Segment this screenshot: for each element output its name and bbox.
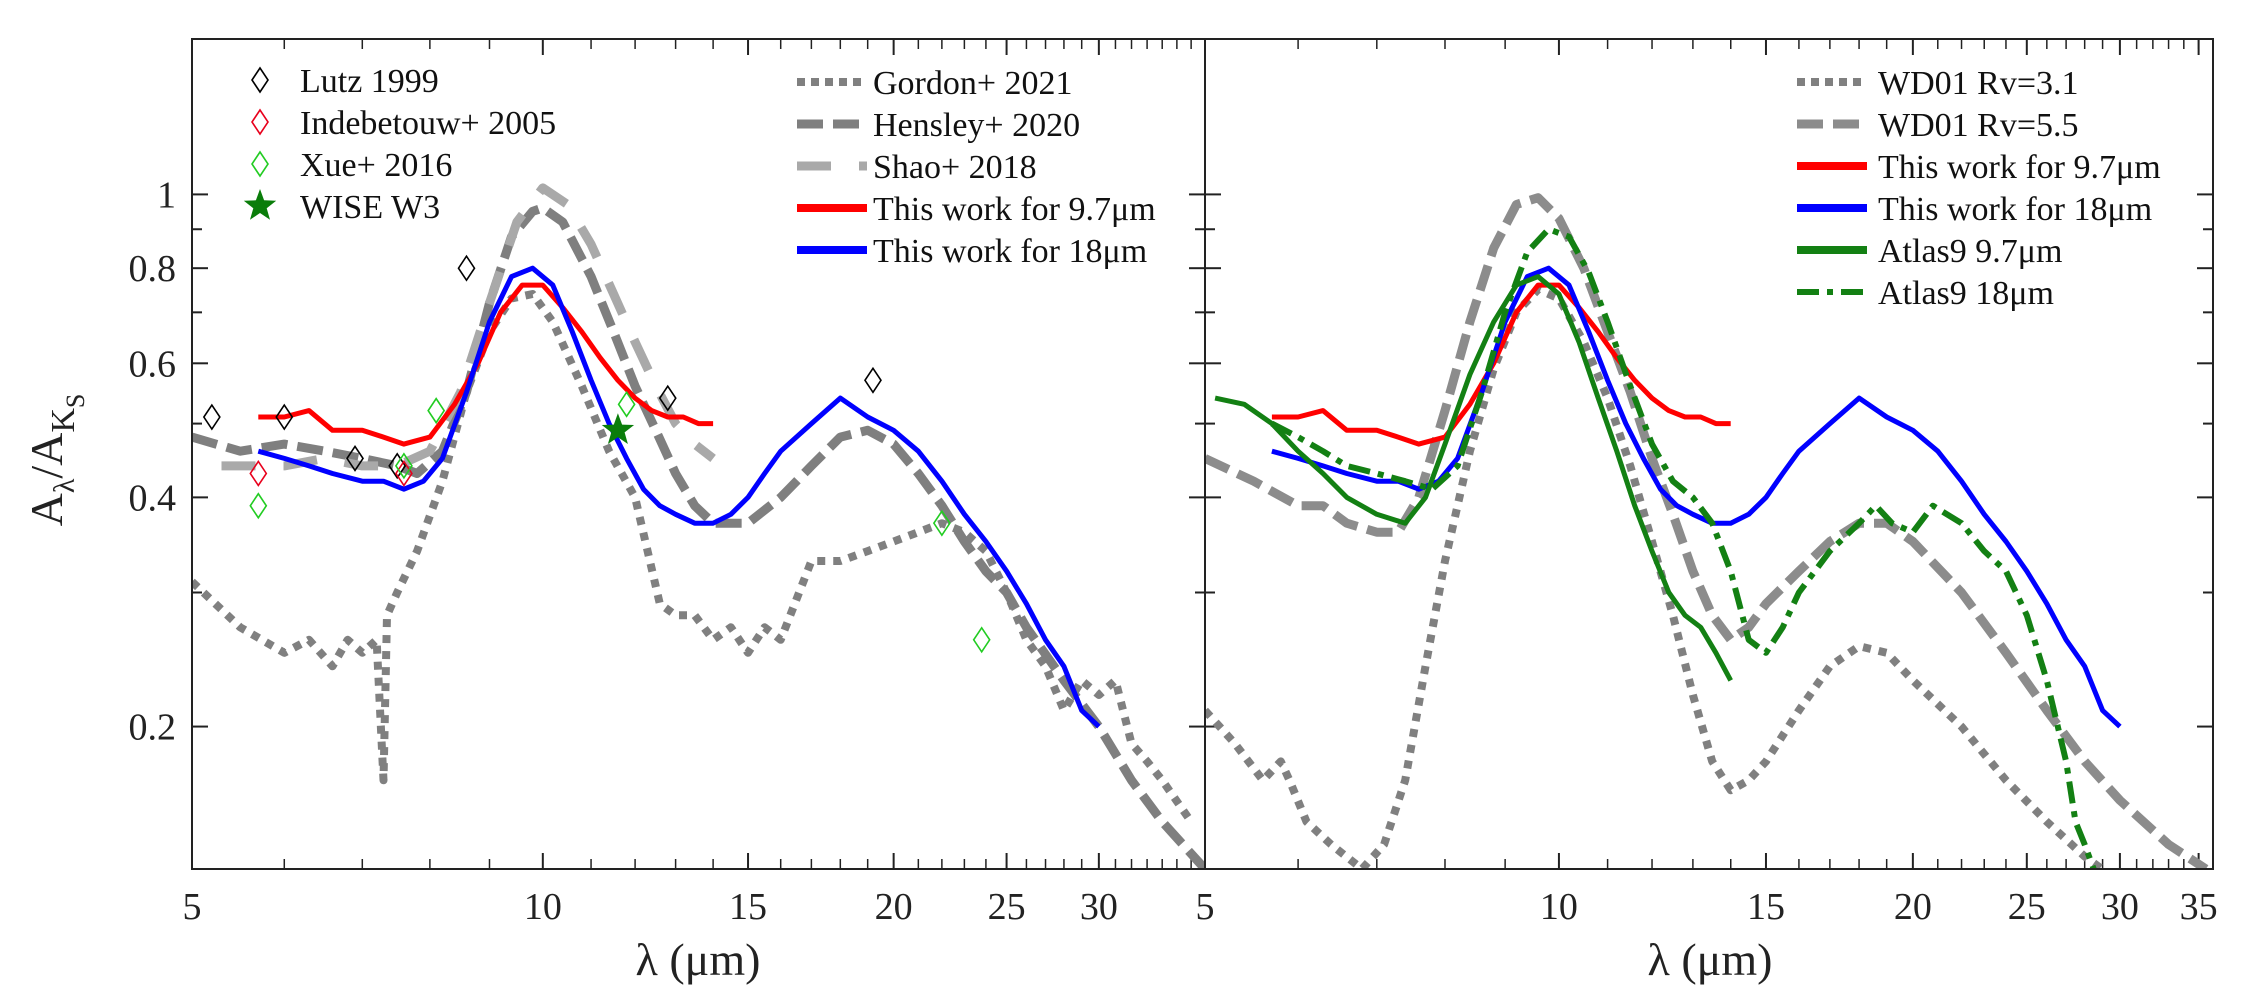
y-axis-label: Aλ/AKS <box>21 394 90 527</box>
legend-label-this-work-for-18um: This work for 18μm <box>1878 191 2152 228</box>
y-tick-label: 0.6 <box>129 343 177 385</box>
series-hensley-2020 <box>192 203 1205 869</box>
point-xue-2016 <box>249 492 268 520</box>
legend-label-wise-w3: WISE W3 <box>300 189 440 226</box>
point-indebetouw-2005 <box>249 460 268 487</box>
series-atlas9-18um <box>1270 226 2097 869</box>
x-tick-label: 30 <box>2101 886 2139 928</box>
legend-diamond-icon <box>251 108 269 136</box>
y-axis-label-mid: /A <box>21 433 72 479</box>
point-xue-2016 <box>617 390 636 418</box>
x-tick-label: 20 <box>875 886 913 928</box>
point-xue-2016 <box>394 452 413 480</box>
point-lutz-1999 <box>275 403 294 431</box>
series-this-work-for-18um <box>257 265 1101 729</box>
x-tick-label: 10 <box>1540 886 1578 928</box>
x-axis-label-left: λ (μm) <box>636 934 761 985</box>
plot-frame <box>1204 38 2214 870</box>
x-tick-label: 5 <box>183 886 202 928</box>
legend-label-wd01-rv-5-5: WD01 Rv=5.5 <box>1878 107 2079 144</box>
x-tick-label: 35 <box>2180 886 2218 928</box>
point-xue-2016 <box>932 509 951 537</box>
y-tick-label: 0.8 <box>129 248 177 290</box>
point-xue-2016 <box>427 397 446 425</box>
series-gordon-2021 <box>192 290 1195 824</box>
legend-diamond-icon <box>251 150 269 178</box>
y-axis-label-sub-k: K <box>45 408 82 433</box>
right-panel: 5 10 15 20 25 30 35 WD01 Rv=3.1 WD01 Rv=5.5 This … <box>1196 38 2218 928</box>
point-lutz-1999 <box>457 254 476 282</box>
point-lutz-1999 <box>388 452 407 480</box>
plot-area <box>192 183 1205 869</box>
legend-label-indebetouw-2005: Indebetouw+ 2005 <box>300 105 556 142</box>
x-tick-label: 25 <box>988 886 1026 928</box>
plot-area <box>1205 193 2209 869</box>
point-lutz-1999 <box>346 444 364 472</box>
legend-label-xue-2016: Xue+ 2016 <box>300 147 452 184</box>
legend-label-wd01-rv-3-1: WD01 Rv=3.1 <box>1878 65 2079 102</box>
x-tick-label: 10 <box>524 886 562 928</box>
left-panel: 5 10 15 20 25 30 0.2 0.4 0.6 0.8 1 Lutz 1999 Indebet… <box>129 38 1206 928</box>
legend-label-atlas9-9-7um: Atlas9 9.7μm <box>1878 233 2062 270</box>
y-axis-label-main: A <box>21 493 72 526</box>
x-tick-label: 15 <box>1747 886 1785 928</box>
point-lutz-1999 <box>658 384 677 412</box>
y-axis-label-sub-s: S <box>61 394 90 408</box>
x-axis-label-right: λ (μm) <box>1648 934 1773 985</box>
x-tick-label: 20 <box>1894 886 1932 928</box>
x-tick-label: 25 <box>2008 886 2046 928</box>
series-shao-2018 <box>221 183 716 471</box>
x-tick-label: 5 <box>1196 886 1215 928</box>
legend-diamond-icon <box>251 66 269 94</box>
legend-star-icon <box>243 189 277 220</box>
y-tick-label: 0.2 <box>129 707 177 749</box>
legend-label-gordon-2021: Gordon+ 2021 <box>873 65 1073 102</box>
series-wd01-rv-3-1 <box>1205 285 2109 869</box>
legend-label-shao-2018: Shao+ 2018 <box>873 149 1037 186</box>
series-wd01-rv-5-5 <box>1205 193 2209 869</box>
point-xue-2016 <box>972 626 991 654</box>
legend-label-this-work-for-18um: This work for 18μm <box>873 233 1147 270</box>
legend-label-this-work-for-9-7um: This work for 9.7μm <box>873 191 1156 228</box>
series-this-work-for-9-7um <box>1271 282 1731 447</box>
legend-label-this-work-for-9-7um: This work for 9.7μm <box>1878 149 2161 186</box>
legend-label-hensley-2020: Hensley+ 2020 <box>873 107 1080 144</box>
legend-label-atlas9-18um: Atlas9 18μm <box>1878 275 2054 312</box>
y-tick-label: 1 <box>157 174 176 216</box>
y-tick-label: 0.4 <box>129 477 177 519</box>
series-this-work-for-9-7um <box>258 282 714 447</box>
point-wise-w3 <box>601 413 635 444</box>
point-lutz-1999 <box>864 366 882 394</box>
y-axis-label-sub-lambda: λ <box>48 478 81 493</box>
point-lutz-1999 <box>202 403 221 431</box>
x-tick-label: 30 <box>1080 886 1118 928</box>
legend-label-lutz-1999: Lutz 1999 <box>300 63 439 100</box>
x-tick-label: 15 <box>729 886 767 928</box>
